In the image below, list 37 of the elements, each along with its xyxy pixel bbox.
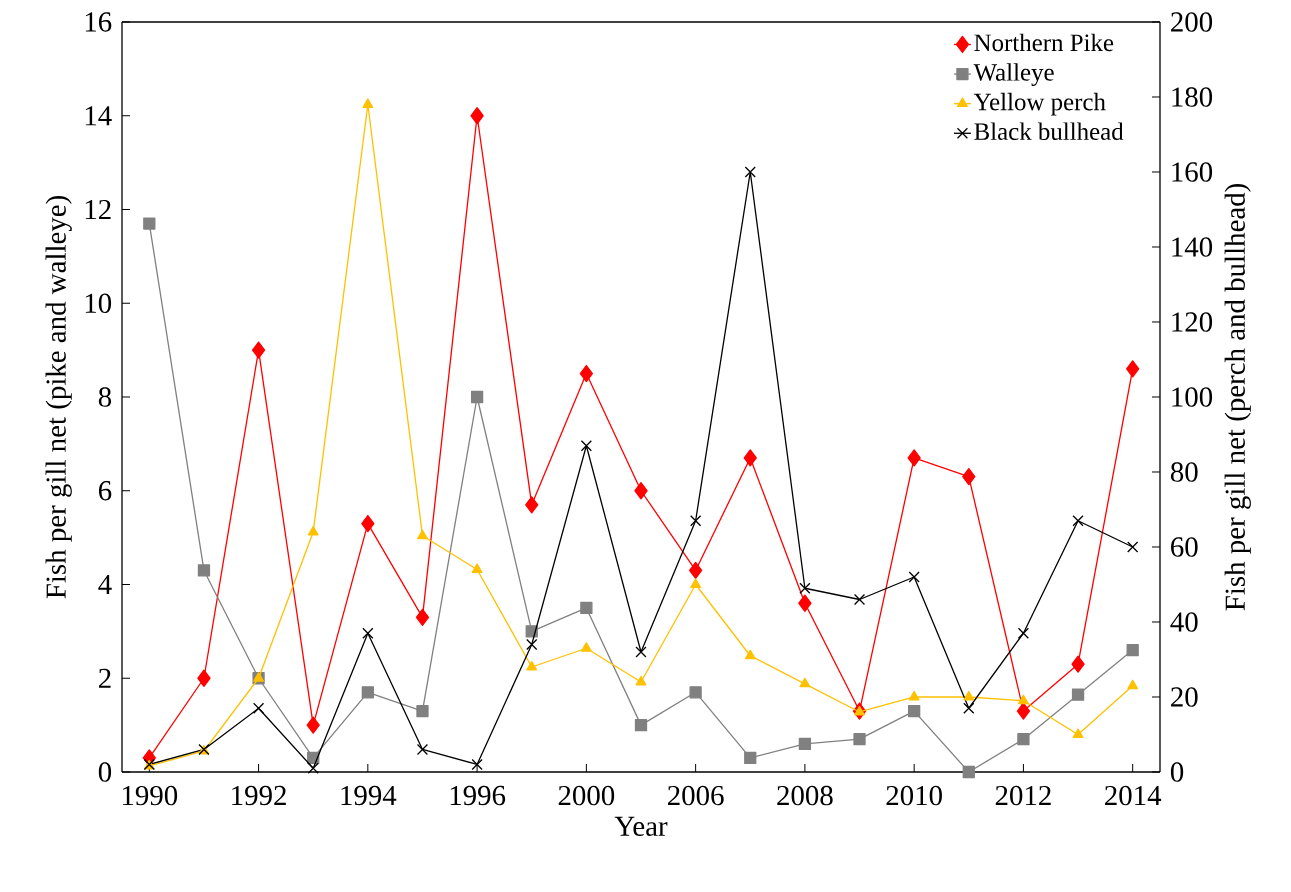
x-tick-label: 2012 xyxy=(995,785,1051,806)
y2-tick-label: 180 xyxy=(1172,87,1213,107)
x-tick-label: 2000 xyxy=(558,785,615,806)
x-tick-label: 1994 xyxy=(341,785,397,806)
legend-label: Northern Pike xyxy=(974,33,1114,52)
y2-tick-label: 200 xyxy=(1171,12,1213,32)
y2-tick-label: 60 xyxy=(1171,537,1198,557)
y2-tick-label: 160 xyxy=(1172,162,1213,182)
y2-tick-label: 40 xyxy=(1170,612,1198,632)
y2-tick-label: 140 xyxy=(1172,237,1213,257)
y-tick-label: 4 xyxy=(98,574,112,595)
y-tick-label: 2 xyxy=(98,668,111,688)
y-tick-label: 14 xyxy=(85,106,112,126)
y-tick-label: 12 xyxy=(85,199,111,220)
x-tick-label: 2006 xyxy=(668,785,724,806)
y-tick-label: 10 xyxy=(85,293,112,313)
y-tick-label: 0 xyxy=(98,762,112,782)
legend-label: Black bullhead xyxy=(974,122,1124,140)
y-tick-label: 8 xyxy=(98,387,112,407)
y2-axis-title: Fish per gill net (perch and bullhead) xyxy=(1224,184,1251,611)
y2-tick-label: 100 xyxy=(1172,387,1213,407)
x-tick-label: 2008 xyxy=(777,785,833,806)
y-axis-title: Fish per gill net (pike and walleye) xyxy=(45,196,72,599)
legend-label: Walleye xyxy=(973,63,1054,86)
x-tick-label: 1992 xyxy=(232,785,286,806)
x-tick-label: 2014 xyxy=(1105,785,1162,806)
x-tick-label: 1996 xyxy=(450,785,506,806)
y-tick-label: 6 xyxy=(98,481,112,501)
y2-tick-label: 120 xyxy=(1172,312,1213,332)
x-axis-title: Year xyxy=(614,816,668,836)
legend-label: Yellow perch xyxy=(973,92,1106,116)
x-tick-label: 1990 xyxy=(122,785,178,806)
y2-tick-label: 0 xyxy=(1170,762,1184,782)
x-tick-label: 2010 xyxy=(886,785,942,806)
y-tick-label: 16 xyxy=(85,12,112,32)
y2-tick-label: 80 xyxy=(1170,462,1198,482)
y2-tick-label: 20 xyxy=(1171,687,1198,707)
